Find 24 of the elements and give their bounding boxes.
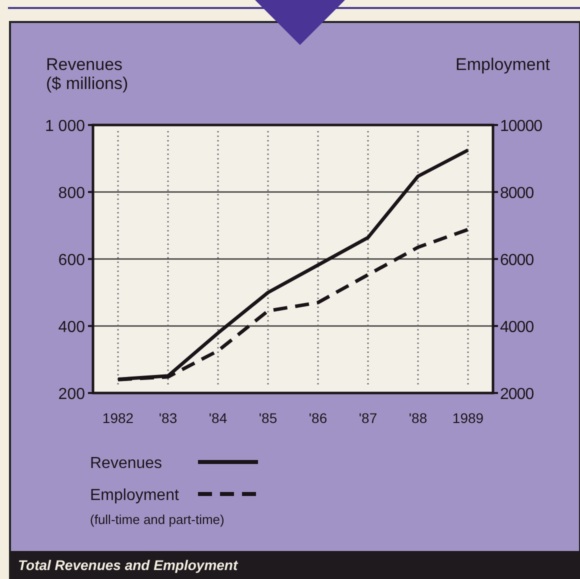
y-tick-label: 600 (58, 252, 86, 269)
x-tick-label: 1982 (102, 410, 134, 426)
text: Total Revenues and Employment (18, 557, 239, 573)
x-tick-label: 1989 (452, 410, 484, 426)
y-tick-label: 1 000 (44, 118, 86, 135)
y2-tick-label: 4000 (500, 319, 534, 336)
legend-label: Employment (90, 487, 180, 504)
text: (full-time and part-time) (90, 512, 224, 527)
y2-tick-label: 10000 (500, 118, 543, 135)
x-tick-label: '86 (308, 410, 328, 426)
y-tick-label: 800 (58, 185, 86, 202)
x-tick-label: '85 (258, 410, 278, 426)
x-tick-label: '84 (208, 410, 228, 426)
x-tick-label: '87 (358, 410, 378, 426)
y-axis-title: Revenues ($ millions) (46, 55, 128, 93)
y-tick-label: 200 (58, 386, 86, 403)
y2-tick-label: 8000 (500, 185, 534, 202)
y2-axis-title: Employment (456, 55, 550, 74)
x-tick-label: '83 (158, 410, 178, 426)
y2-tick-label: 2000 (500, 386, 534, 403)
x-tick-label: '88 (408, 410, 428, 426)
legend-label: Revenues (90, 455, 162, 472)
y2-tick-label: 6000 (500, 252, 534, 269)
y-tick-label: 400 (58, 319, 86, 336)
